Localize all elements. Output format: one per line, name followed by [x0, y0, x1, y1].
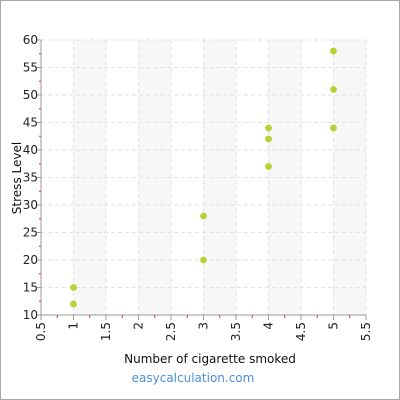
y-tick-label: 50 [23, 88, 38, 102]
y-tick-labels: 10 15 20 25 30 35 40 45 50 55 60 [23, 33, 38, 322]
y-tick-label: 30 [23, 198, 38, 212]
data-point [265, 163, 272, 170]
x-tick-label: 2 [132, 322, 146, 330]
data-point [200, 212, 207, 220]
y-tick-label: 55 [23, 61, 38, 75]
y-tick-label: 35 [23, 171, 38, 185]
y-axis-title: Stress Level [10, 142, 24, 214]
x-tick-label: 5.5 [359, 322, 373, 341]
data-point [330, 86, 337, 93]
x-tick-label: 3.5 [229, 322, 243, 341]
axes [37, 39, 367, 320]
data-point [70, 300, 77, 308]
data-point [330, 47, 337, 55]
x-axis-title: Number of cigarette smoked [124, 352, 296, 366]
data-point [70, 284, 77, 291]
x-tick-label: 1.5 [99, 322, 113, 341]
x-tick-label: 2.5 [164, 322, 178, 341]
watermark-link[interactable]: easycalculation.com [132, 371, 255, 385]
data-point [265, 124, 272, 132]
x-tick-labels: 0.5 1 1.5 2 2.5 3 3.5 4 4.5 5 5.5 [34, 322, 373, 341]
y-tick-label: 25 [23, 226, 38, 240]
data-point [330, 124, 337, 132]
x-tick-label: 4 [262, 322, 276, 330]
y-tick-label: 60 [23, 33, 38, 47]
data-point [200, 256, 207, 264]
x-tick-label: 0.5 [34, 322, 48, 341]
x-tick-label: 3 [197, 322, 211, 330]
x-tick-label: 1 [67, 322, 81, 330]
y-tick-label: 15 [23, 281, 38, 295]
x-tick-label: 5 [327, 322, 341, 330]
y-tick-label: 10 [23, 308, 38, 322]
x-tick-label: 4.5 [294, 322, 308, 341]
data-point [265, 135, 272, 143]
data-points [70, 47, 337, 308]
plot-bands [41, 40, 366, 315]
y-tick-label: 45 [23, 116, 38, 130]
y-tick-label: 40 [23, 143, 38, 157]
y-tick-label: 20 [23, 253, 38, 267]
